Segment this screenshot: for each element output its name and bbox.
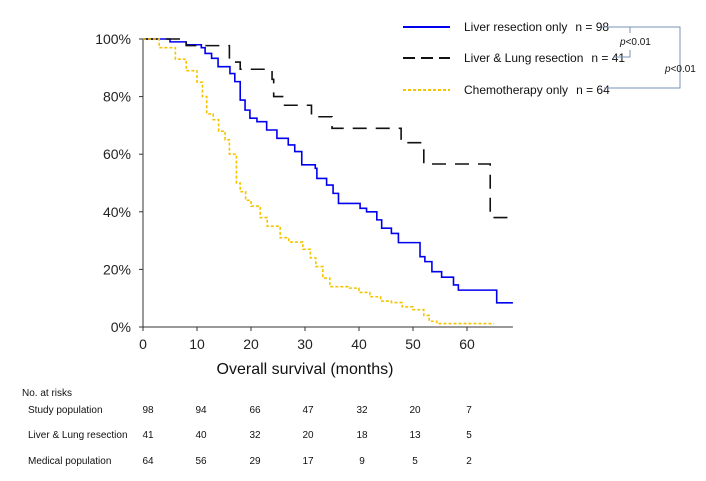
risk-count: 66 xyxy=(249,405,261,416)
x-tick-label: 10 xyxy=(189,336,205,352)
p-symbol: p xyxy=(619,37,626,48)
survival-curve-2 xyxy=(143,38,513,219)
p-value-label-2: p<0.01 xyxy=(664,64,696,75)
p-symbol: p xyxy=(664,64,671,75)
legend-n-3: n = 64 xyxy=(576,83,610,97)
p-value-brackets: p<0.01p<0.01 xyxy=(602,26,696,89)
survival-curves xyxy=(143,38,513,325)
risk-count: 7 xyxy=(466,405,472,416)
risk-count: 20 xyxy=(302,430,314,441)
risk-count: 40 xyxy=(195,430,207,441)
legend-label-3: Chemotherapy only xyxy=(464,83,568,97)
risk-count: 98 xyxy=(142,405,154,416)
survival-curve-1 xyxy=(143,38,513,304)
x-tick-label: 50 xyxy=(405,336,421,352)
legend-n-2: n = 41 xyxy=(591,51,625,65)
risk-count: 94 xyxy=(195,405,207,416)
legend-n-1: n = 98 xyxy=(575,20,609,34)
x-tick-label: 20 xyxy=(243,336,259,352)
risk-row-label: Liver & Lung resection xyxy=(28,430,128,441)
bracket-outer xyxy=(602,26,681,89)
risk-count: 41 xyxy=(142,430,154,441)
y-tick-label: 20% xyxy=(103,261,131,277)
y-tick-label: 0% xyxy=(111,319,131,335)
risk-count: 20 xyxy=(409,405,421,416)
risk-count: 5 xyxy=(466,430,472,441)
x-tick-label: 40 xyxy=(351,336,367,352)
legend-label-1: Liver resection only xyxy=(464,20,567,34)
risk-row-label: Study population xyxy=(28,405,103,416)
p-value-label-1: p<0.01 xyxy=(619,37,651,48)
axes: 0 10 20 30 40 50 60 0% 20% 40% 60% 80% 100% xyxy=(95,31,513,352)
risk-table: No. at risks Study population 98 94 66 47 32 2… xyxy=(22,388,472,467)
p-value: <0.01 xyxy=(671,64,697,75)
x-tick-label: 0 xyxy=(139,336,147,352)
x-axis-title: Overall survival (months) xyxy=(217,361,394,378)
y-tick-label: 40% xyxy=(103,204,131,220)
risk-count: 5 xyxy=(412,456,418,467)
legend-label-2: Liver & Lung resection xyxy=(464,51,583,65)
risk-count: 56 xyxy=(195,456,207,467)
risk-count: 2 xyxy=(466,456,472,467)
survival-curve-3 xyxy=(143,38,494,325)
risk-table-title: No. at risks xyxy=(22,388,72,399)
risk-count: 18 xyxy=(356,430,368,441)
risk-row-label: Medical population xyxy=(28,456,111,467)
risk-count: 47 xyxy=(302,405,314,416)
y-tick-label: 100% xyxy=(95,31,131,47)
risk-count: 32 xyxy=(356,405,368,416)
bracket-inner xyxy=(613,27,631,58)
y-tick-label: 80% xyxy=(103,89,131,105)
risk-count: 17 xyxy=(302,456,314,467)
risk-count: 9 xyxy=(359,456,365,467)
risk-count: 64 xyxy=(142,456,154,467)
p-value: <0.01 xyxy=(626,37,652,48)
risk-count: 32 xyxy=(249,430,261,441)
x-tick-label: 30 xyxy=(297,336,313,352)
risk-count: 29 xyxy=(249,456,261,467)
y-tick-label: 60% xyxy=(103,146,131,162)
x-tick-label: 60 xyxy=(459,336,475,352)
risk-count: 13 xyxy=(409,430,421,441)
legend: Liver resection only n = 98 Liver & Lung r… xyxy=(403,20,625,97)
